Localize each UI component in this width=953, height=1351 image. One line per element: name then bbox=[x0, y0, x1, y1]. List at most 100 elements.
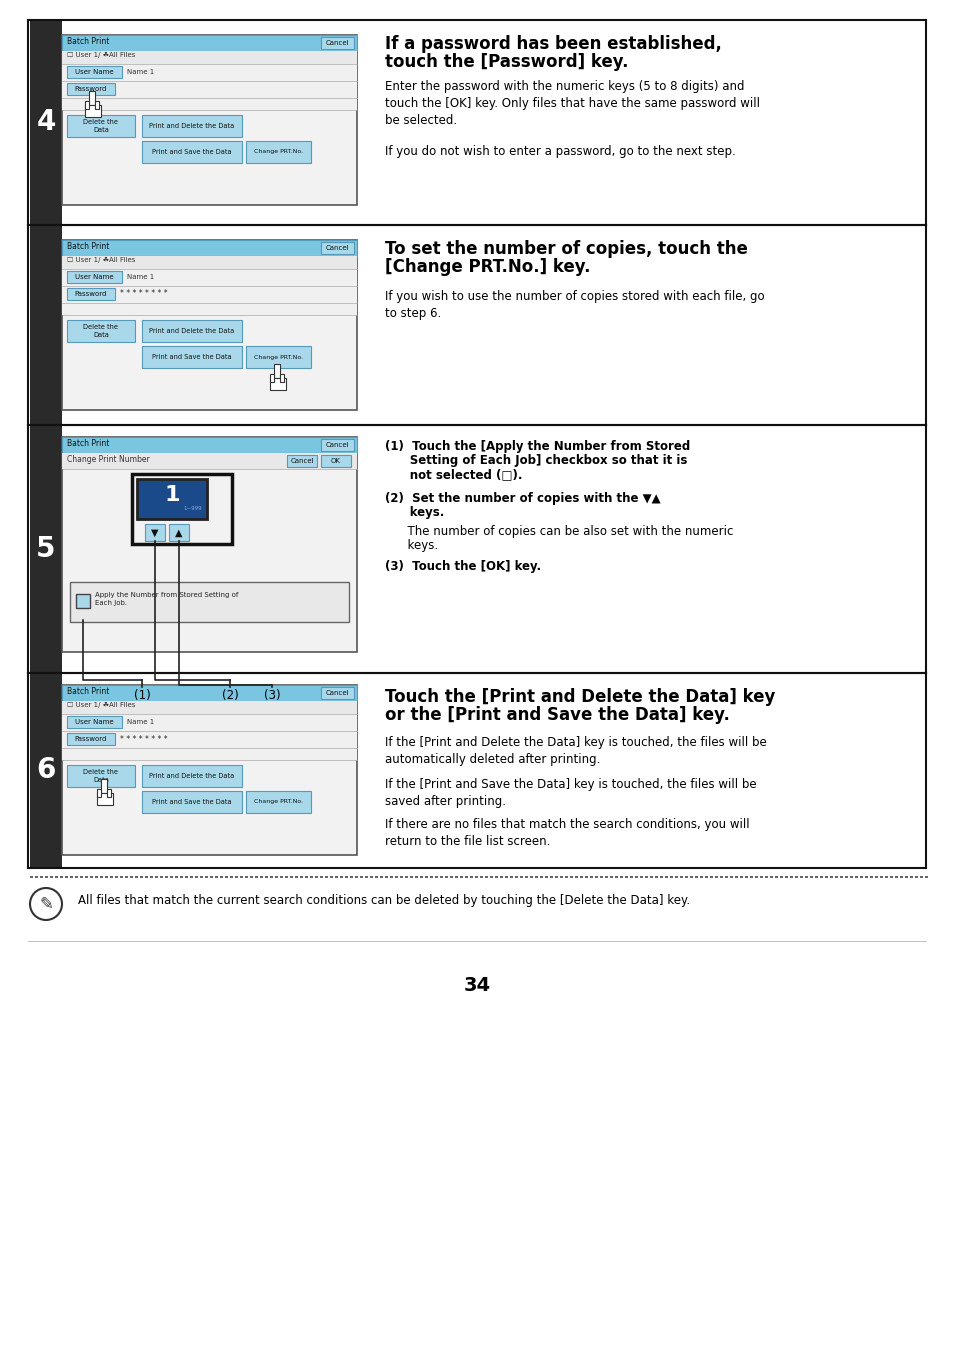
Text: Data: Data bbox=[93, 332, 109, 338]
Bar bbox=[62, 81, 356, 99]
Bar bbox=[564, 875, 567, 878]
Bar bbox=[615, 875, 618, 878]
Bar bbox=[789, 875, 792, 878]
Bar bbox=[254, 875, 257, 878]
Bar bbox=[350, 875, 353, 878]
Bar bbox=[804, 875, 807, 878]
Bar bbox=[62, 99, 356, 109]
Text: Enter the password with the numeric keys (5 to 8 digits) and
touch the [OK] key.: Enter the password with the numeric keys… bbox=[385, 80, 760, 127]
Bar bbox=[914, 875, 917, 878]
Bar bbox=[395, 875, 397, 878]
Bar bbox=[584, 875, 587, 878]
Bar bbox=[40, 875, 43, 878]
Bar bbox=[390, 875, 393, 878]
Bar bbox=[619, 875, 622, 878]
Bar bbox=[290, 875, 293, 878]
Bar bbox=[85, 105, 101, 118]
Bar bbox=[784, 875, 787, 878]
Text: Batch Print: Batch Print bbox=[67, 242, 110, 251]
Text: Delete the: Delete the bbox=[84, 324, 118, 330]
Bar bbox=[664, 875, 667, 878]
Bar bbox=[359, 875, 363, 878]
Bar bbox=[200, 875, 203, 878]
Bar bbox=[490, 875, 493, 878]
Text: * * * * * * * *: * * * * * * * * bbox=[120, 289, 168, 299]
Bar bbox=[754, 875, 758, 878]
Bar bbox=[67, 734, 115, 744]
Bar bbox=[824, 875, 827, 878]
Bar bbox=[535, 875, 537, 878]
Text: keys.: keys. bbox=[385, 507, 444, 519]
Bar bbox=[100, 875, 103, 878]
Bar bbox=[135, 875, 138, 878]
Bar bbox=[110, 875, 112, 878]
Bar bbox=[559, 875, 562, 878]
Bar bbox=[829, 875, 832, 878]
Bar bbox=[142, 115, 242, 136]
Bar bbox=[85, 875, 88, 878]
Text: (3): (3) bbox=[263, 689, 280, 703]
Bar bbox=[142, 765, 242, 788]
Text: Batch Print: Batch Print bbox=[67, 688, 110, 696]
Bar bbox=[555, 875, 558, 878]
Bar bbox=[70, 875, 73, 878]
Bar bbox=[444, 875, 448, 878]
Text: ☐ User 1/ ☘All Files: ☐ User 1/ ☘All Files bbox=[67, 257, 135, 263]
Text: 6: 6 bbox=[36, 757, 55, 785]
Bar bbox=[724, 875, 727, 878]
Bar bbox=[410, 875, 413, 878]
Bar bbox=[89, 91, 95, 105]
Bar bbox=[450, 875, 453, 878]
Bar bbox=[515, 875, 517, 878]
Bar bbox=[137, 480, 207, 519]
Bar bbox=[924, 875, 927, 878]
Bar bbox=[107, 789, 111, 797]
Text: not selected (□).: not selected (□). bbox=[385, 467, 522, 481]
Bar bbox=[675, 875, 678, 878]
Bar bbox=[435, 875, 437, 878]
Bar bbox=[335, 875, 337, 878]
Text: Touch the [Print and Delete the Data] key: Touch the [Print and Delete the Data] ke… bbox=[385, 688, 775, 707]
Bar bbox=[95, 875, 98, 878]
Bar bbox=[604, 875, 607, 878]
Bar bbox=[270, 875, 273, 878]
Text: If a password has been established,: If a password has been established, bbox=[385, 35, 721, 53]
Bar bbox=[62, 51, 356, 63]
Bar bbox=[899, 875, 902, 878]
Bar bbox=[67, 82, 115, 95]
Bar bbox=[62, 63, 356, 81]
Bar bbox=[234, 875, 237, 878]
Bar bbox=[459, 875, 462, 878]
Bar bbox=[695, 875, 698, 878]
Bar bbox=[62, 286, 356, 303]
Text: Apply the Number from Stored Setting of
Each Job.: Apply the Number from Stored Setting of … bbox=[95, 592, 238, 607]
Bar bbox=[299, 875, 303, 878]
Bar bbox=[714, 875, 718, 878]
Bar bbox=[769, 875, 772, 878]
Bar bbox=[524, 875, 527, 878]
Bar bbox=[320, 242, 354, 254]
Text: 34: 34 bbox=[463, 975, 490, 994]
Bar bbox=[345, 875, 348, 878]
Bar bbox=[75, 875, 78, 878]
Bar bbox=[589, 875, 593, 878]
Text: Cancel: Cancel bbox=[290, 458, 314, 463]
Bar bbox=[689, 875, 692, 878]
Bar bbox=[314, 875, 317, 878]
Bar bbox=[62, 303, 356, 315]
Text: OK: OK bbox=[331, 458, 340, 463]
Text: [Change PRT.No.] key.: [Change PRT.No.] key. bbox=[385, 258, 590, 276]
Bar bbox=[439, 875, 442, 878]
Text: If you do not wish to enter a password, go to the next step.: If you do not wish to enter a password, … bbox=[385, 145, 735, 158]
Bar bbox=[287, 455, 316, 467]
Bar bbox=[30, 875, 33, 878]
Text: Cancel: Cancel bbox=[325, 41, 349, 46]
Bar bbox=[339, 875, 343, 878]
Bar bbox=[142, 790, 242, 813]
Text: ▲: ▲ bbox=[175, 527, 183, 538]
Text: All files that match the current search conditions can be deleted by touching th: All files that match the current search … bbox=[78, 894, 689, 907]
Text: keys.: keys. bbox=[385, 539, 437, 553]
Bar bbox=[919, 875, 923, 878]
Bar bbox=[874, 875, 877, 878]
Bar bbox=[62, 731, 356, 748]
